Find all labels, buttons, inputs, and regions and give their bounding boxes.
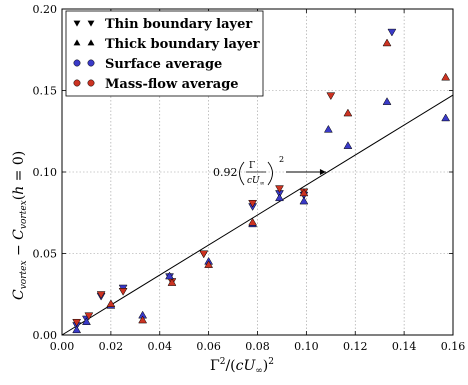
legend-marker-3	[73, 79, 81, 87]
x-axis-label: Γ2/(cU∞)2	[210, 357, 274, 376]
fit-annotation: 0.92 Γ cU∞ 2	[213, 155, 326, 187]
fit-line	[61, 94, 454, 336]
data-point-series-1	[199, 250, 209, 259]
data-point-series-2	[299, 196, 309, 205]
data-point-series-2	[343, 141, 353, 149]
x-tick-label: 0.02	[99, 340, 124, 353]
x-tick-label: 0.10	[294, 340, 319, 353]
y-tick-label: 0.00	[33, 329, 58, 342]
legend-marker-2	[87, 59, 95, 67]
data-point-series-3	[248, 217, 258, 226]
data-point-series-1	[84, 312, 94, 321]
legend-label-2: Surface average	[105, 57, 222, 72]
legend-marker-0	[87, 20, 95, 27]
data-point-series-2	[441, 113, 451, 122]
x-tick-label: 0.06	[196, 340, 221, 353]
data-point-series-2	[82, 317, 91, 325]
annotation-open-paren	[239, 161, 245, 186]
data-point-series-1	[326, 92, 336, 101]
legend-marker-1	[87, 39, 95, 46]
data-point-series-3	[204, 260, 214, 268]
data-point-series-1	[118, 288, 128, 296]
x-tick-label: 0.12	[343, 340, 368, 353]
data-point-series-2	[323, 124, 333, 133]
legend-marker-0	[73, 20, 81, 27]
data-point-series-2	[165, 271, 174, 280]
annotation-close-paren	[267, 161, 273, 186]
data-point-series-3	[441, 72, 451, 81]
svg-text:Cvortex − Cvortex(h = 0): Cvortex − Cvortex(h = 0)	[11, 151, 29, 300]
data-point-series-3	[106, 299, 116, 308]
x-tick-label: 0.16	[441, 340, 466, 353]
x-tick-label: 0.08	[245, 340, 270, 353]
y-tick-label: 0.05	[33, 248, 58, 261]
data-point-series-2	[72, 325, 82, 334]
data-point-series-0	[387, 28, 397, 37]
annotation-numerator: Γ	[249, 161, 255, 171]
grid-layer	[62, 9, 453, 335]
legend-label-1: Thick boundary layer	[105, 37, 260, 52]
y-axis-label: Cvortex − Cvortex(h = 0)	[11, 151, 29, 300]
legend-marker-2	[73, 59, 81, 67]
annotation-exponent: 2	[279, 155, 284, 164]
data-point-series-3	[343, 108, 353, 117]
fit-line-layer	[61, 94, 454, 336]
annotation-coefficient: 0.92	[213, 166, 238, 179]
legend-marker-3	[87, 79, 95, 87]
tick-labels: 0.00 0.02 0.04 0.06 0.08 0.10 0.12 0.14 0.16 0.00…	[33, 3, 466, 353]
y-tick-label: 0.20	[33, 3, 58, 16]
legend-label-3: Mass-flow average	[105, 77, 239, 92]
data-point-series-3	[167, 278, 177, 286]
data-point-series-1	[96, 291, 106, 299]
data-point-series-3	[382, 38, 392, 47]
annotation-arrowhead	[319, 169, 326, 175]
x-tick-label: 0.00	[50, 340, 75, 353]
legend-box	[65, 10, 264, 97]
data-point-series-1	[248, 199, 258, 208]
y-tick-label: 0.15	[33, 85, 58, 98]
y-tick-label: 0.10	[33, 166, 58, 179]
data-points	[72, 28, 451, 334]
data-point-series-3	[138, 315, 148, 324]
plot-frame	[61, 8, 454, 336]
svg-text:Γ2/(cU∞)2: Γ2/(cU∞)2	[210, 357, 274, 376]
data-point-series-3	[299, 188, 309, 197]
data-point-series-1	[72, 318, 82, 327]
data-point-series-2	[382, 97, 392, 105]
legend-label-0: Thin boundary layer	[105, 17, 252, 32]
x-tick-label: 0.14	[392, 340, 417, 353]
x-tick-label: 0.04	[148, 340, 173, 353]
legend: Thin boundary layer Thick boundary layer S…	[65, 10, 264, 97]
data-point-series-2	[275, 193, 284, 202]
data-point-series-1	[275, 185, 284, 194]
annotation-denominator: cU∞	[247, 176, 265, 187]
legend-marker-1	[73, 39, 81, 46]
